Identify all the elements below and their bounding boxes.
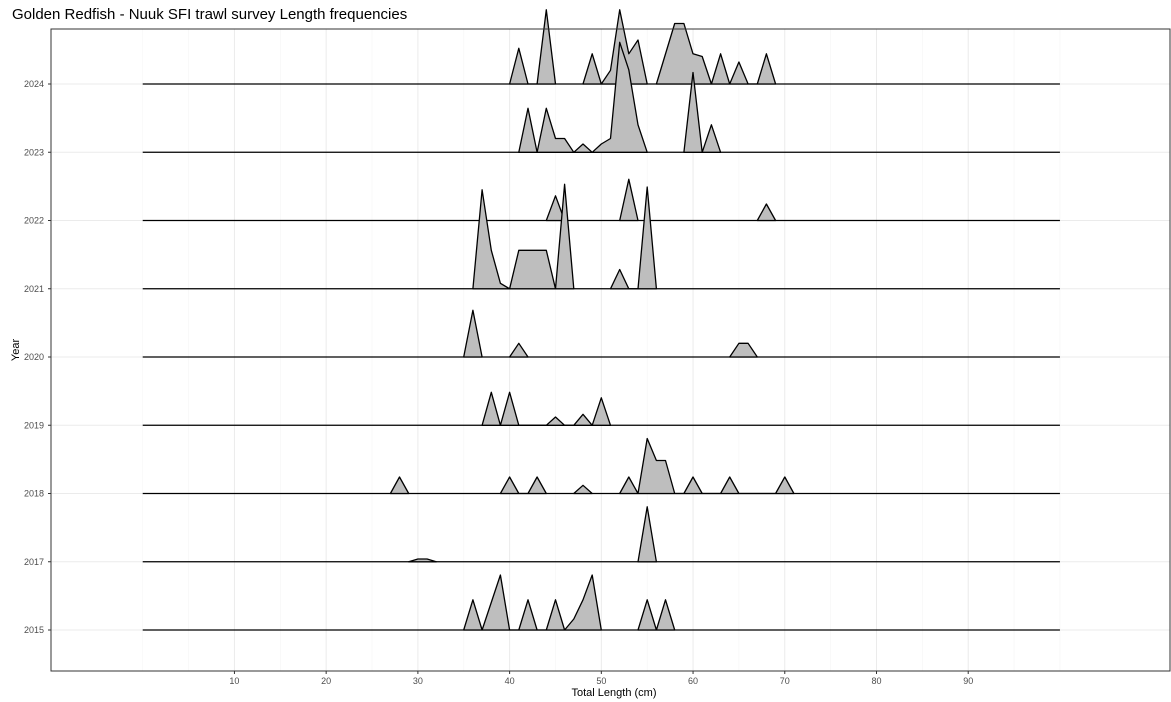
ridge-peak-2023-2	[683, 71, 722, 153]
chart-title: Golden Redfish - Nuuk SFI trawl survey L…	[12, 6, 407, 23]
panel-border	[50, 28, 1171, 672]
ridge-peak-2018-3	[573, 484, 593, 495]
x-axis-ticks: 10 20 30 40 50 60 70 80 90	[229, 671, 973, 686]
ridge-peak-2021-2	[609, 186, 658, 290]
ridge-peak-2020-3	[729, 342, 758, 358]
ridge-peak-2022-1	[545, 195, 566, 222]
ridges	[142, 9, 1060, 631]
ridge-peak-2023-1	[518, 41, 648, 153]
ridge-peak-2021-1	[472, 183, 575, 290]
y-tick-label: 2023	[24, 147, 44, 157]
x-tick-label: 50	[596, 676, 606, 686]
ridge-peak-2024-1	[508, 9, 557, 85]
y-tick-label: 2017	[24, 557, 44, 567]
grid-lines	[51, 29, 1170, 671]
x-tick-label: 30	[413, 676, 423, 686]
ridge-peak-2018-1	[389, 476, 410, 495]
ridge-peak-2015-1	[463, 574, 602, 631]
x-axis-title: Total Length (cm)	[572, 687, 657, 699]
y-tick-label: 2019	[24, 420, 44, 430]
ridge-peak-2018-2	[499, 476, 547, 495]
x-tick-label: 40	[505, 676, 515, 686]
ridge-peak-2022-3	[756, 203, 777, 222]
y-tick-label: 2024	[24, 79, 44, 89]
x-tick-label: 20	[321, 676, 331, 686]
ridge-peak-2020-2	[508, 342, 529, 358]
ridge-peak-2017-1	[408, 558, 437, 563]
ridge-peak-2018-4	[619, 437, 795, 495]
y-axis-title: Year	[10, 339, 22, 362]
ridge-peak-2024-2	[582, 9, 648, 85]
x-tick-label: 80	[871, 676, 881, 686]
ridge-peak-2022-2	[619, 178, 639, 222]
ridge-peak-2020-1	[463, 309, 483, 358]
y-tick-label: 2015	[24, 625, 44, 635]
y-tick-label: 2022	[24, 216, 44, 226]
y-tick-label: 2018	[24, 489, 44, 499]
x-tick-label: 10	[229, 676, 239, 686]
ridge-peak-2024-3	[655, 22, 777, 85]
x-tick-label: 60	[688, 676, 698, 686]
y-axis-ticks: 2015 2017 2018 2019 2020 2021 2022 2023 2024	[24, 79, 51, 635]
ridge-peak-2015-2	[637, 599, 676, 631]
x-tick-label: 70	[780, 676, 790, 686]
x-tick-label: 90	[963, 676, 973, 686]
ridge-peak-2019-1	[481, 391, 612, 426]
y-tick-label: 2020	[24, 352, 44, 362]
y-tick-label: 2021	[24, 284, 44, 294]
ridge-peak-2017-2	[637, 506, 658, 563]
